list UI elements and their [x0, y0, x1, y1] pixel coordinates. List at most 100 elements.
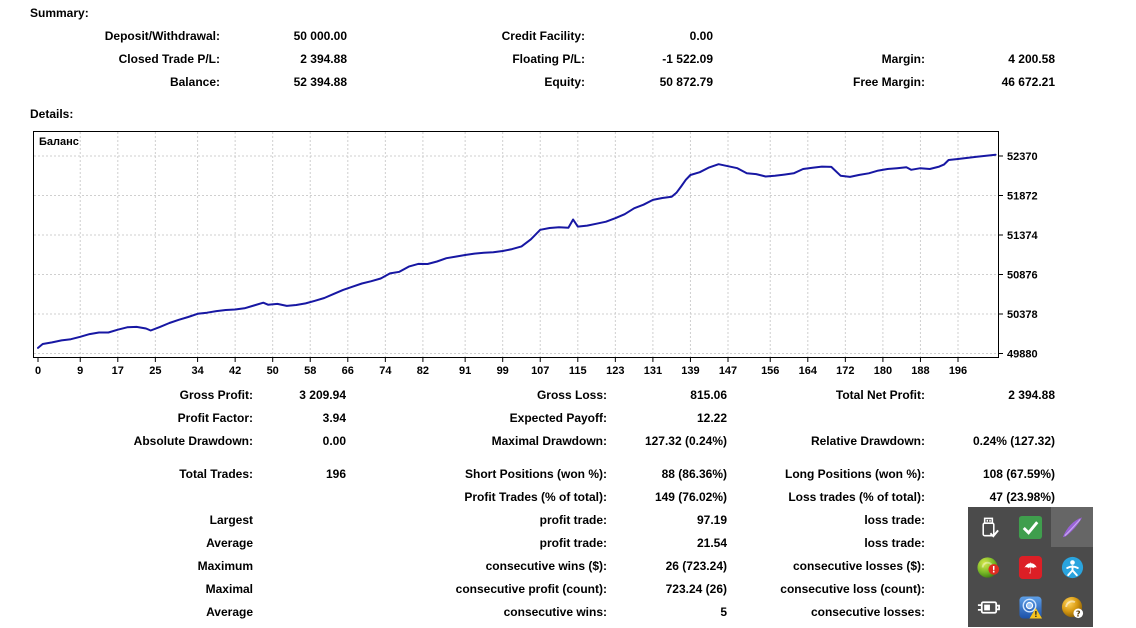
- stat-value: 47 (23.98%): [989, 490, 1055, 504]
- usb-eject-icon[interactable]: [968, 507, 1010, 547]
- svg-text:0: 0: [35, 365, 41, 377]
- details-table-group3: Largest profit trade: 97.19 loss trade: Ave…: [0, 513, 1055, 628]
- stat-row: Profit Factor: 3.94 Expected Payoff: 12.22: [0, 411, 1055, 434]
- summary-heading: Summary:: [30, 6, 89, 20]
- feather-icon[interactable]: [1051, 507, 1093, 547]
- svg-text:139: 139: [681, 365, 699, 377]
- svg-text:50378: 50378: [1007, 309, 1038, 321]
- stat-value: [253, 559, 346, 582]
- stat-label: Maximal Drawdown:: [491, 434, 607, 448]
- svg-text:147: 147: [719, 365, 737, 377]
- alert-orb-icon[interactable]: !: [968, 547, 1010, 587]
- avira-umbrella-icon[interactable]: ☂: [1010, 547, 1052, 587]
- svg-text:!: !: [1034, 610, 1038, 619]
- stat-row: Average consecutive wins: 5 consecutive los…: [0, 605, 1055, 628]
- stat-value: 26 (723.24): [665, 559, 727, 573]
- stat-row: Maximum consecutive wins ($): 26 (723.24) c…: [0, 559, 1055, 582]
- stat-label: Expected Payoff:: [509, 411, 607, 425]
- stat-label: profit trade:: [539, 513, 607, 527]
- svg-text:51374: 51374: [1007, 230, 1038, 242]
- stat-label: Maximum: [197, 559, 253, 573]
- svg-text:115: 115: [569, 365, 587, 377]
- stat-label: Total Net Profit:: [835, 388, 925, 402]
- svg-text:164: 164: [799, 365, 818, 377]
- svg-text:50876: 50876: [1007, 270, 1038, 282]
- stat-label: Closed Trade P/L:: [118, 52, 220, 66]
- stat-label: [713, 29, 925, 52]
- stat-label: [0, 490, 253, 513]
- stat-value: 52 394.88: [293, 75, 347, 89]
- svg-text:50: 50: [267, 365, 279, 377]
- stat-value: 149 (76.02%): [654, 490, 727, 504]
- svg-text:180: 180: [874, 365, 892, 377]
- stat-label: Margin:: [881, 52, 925, 66]
- stat-value: 2 394.88: [1008, 388, 1055, 402]
- svg-text:156: 156: [761, 365, 779, 377]
- stat-label: consecutive losses ($):: [792, 559, 925, 573]
- question-orb-icon[interactable]: ?: [1051, 587, 1093, 627]
- stat-value: 0.00: [322, 434, 346, 448]
- stat-value: -1 522.09: [662, 52, 713, 66]
- stat-label: Relative Drawdown:: [810, 434, 925, 448]
- summary-row: Deposit/Withdrawal: 50 000.00 Credit Facil…: [0, 29, 1055, 52]
- stat-label: Free Margin:: [852, 75, 925, 89]
- svg-text:99: 99: [497, 365, 509, 377]
- stat-value: [925, 29, 1055, 52]
- stat-row: Gross Profit: 3 209.94 Gross Loss: 815.06 To…: [0, 388, 1055, 411]
- stat-value: 723.24 (26): [665, 582, 727, 596]
- stat-label: Long Positions (won %):: [785, 467, 925, 481]
- stat-value: [925, 411, 1055, 434]
- stat-value: 2 394.88: [300, 52, 347, 66]
- stat-label: Floating P/L:: [512, 52, 585, 66]
- stat-label: Maximal: [205, 582, 253, 596]
- stat-label: Balance:: [169, 75, 220, 89]
- network-warning-icon[interactable]: !: [1010, 587, 1052, 627]
- stat-label: Gross Loss:: [536, 388, 607, 402]
- stat-value: [253, 513, 346, 536]
- stat-label: loss trade:: [864, 513, 925, 527]
- svg-text:49880: 49880: [1007, 349, 1038, 361]
- stat-value: 12.22: [696, 411, 727, 425]
- battery-plug-icon[interactable]: [968, 587, 1010, 627]
- stat-label: Gross Profit:: [179, 388, 253, 402]
- stat-label: Average: [206, 605, 253, 619]
- stat-label: Equity:: [544, 75, 585, 89]
- svg-text:172: 172: [836, 365, 854, 377]
- balance-chart: 49880 50378 50876 51374 51872 52370 0 9 17 25 34 42…: [33, 131, 1093, 386]
- person-icon[interactable]: [1051, 547, 1093, 587]
- svg-text:34: 34: [191, 365, 204, 377]
- stat-label: consecutive profit (count):: [455, 582, 607, 596]
- stat-value: [253, 490, 346, 513]
- svg-text:9: 9: [77, 365, 83, 377]
- svg-text:42: 42: [229, 365, 241, 377]
- stat-value: 4 200.58: [1008, 52, 1055, 66]
- stat-label: Largest: [209, 513, 253, 527]
- tray-popup: ! ☂ ! ?: [968, 507, 1093, 627]
- stat-value: 97.19: [696, 513, 727, 527]
- stat-label: profit trade:: [539, 536, 607, 550]
- details-heading: Details:: [30, 107, 74, 121]
- checkmark-icon[interactable]: [1010, 507, 1052, 547]
- svg-text:107: 107: [531, 365, 549, 377]
- stat-label: consecutive loss (count):: [780, 582, 925, 596]
- details-table-group2: Total Trades: 196 Short Positions (won %):…: [0, 467, 1055, 513]
- stat-value: 50 000.00: [293, 29, 347, 43]
- stat-row: Absolute Drawdown: 0.00 Maximal Drawdown: 1…: [0, 434, 1055, 457]
- svg-text:!: !: [992, 565, 996, 575]
- stat-value: 21.54: [696, 536, 727, 550]
- stat-value: 127.32 (0.24%): [644, 434, 727, 448]
- summary-row: Balance: 52 394.88 Equity: 50 872.79 Free Ma…: [0, 75, 1055, 98]
- stat-label: consecutive wins:: [503, 605, 607, 619]
- stat-value: 196: [325, 467, 346, 481]
- stat-row: Total Trades: 196 Short Positions (won %):…: [0, 467, 1055, 490]
- stat-label: consecutive wins ($):: [485, 559, 607, 573]
- stat-label: Profit Trades (% of total):: [464, 490, 607, 504]
- stat-value: 0.00: [689, 29, 713, 43]
- svg-text:123: 123: [606, 365, 624, 377]
- stat-row: Profit Trades (% of total): 149 (76.02%) L…: [0, 490, 1055, 513]
- stat-value: 3.94: [322, 411, 346, 425]
- details-table-group1: Gross Profit: 3 209.94 Gross Loss: 815.06 To…: [0, 388, 1055, 457]
- svg-text:Баланс: Баланс: [39, 136, 79, 148]
- svg-text:196: 196: [949, 365, 967, 377]
